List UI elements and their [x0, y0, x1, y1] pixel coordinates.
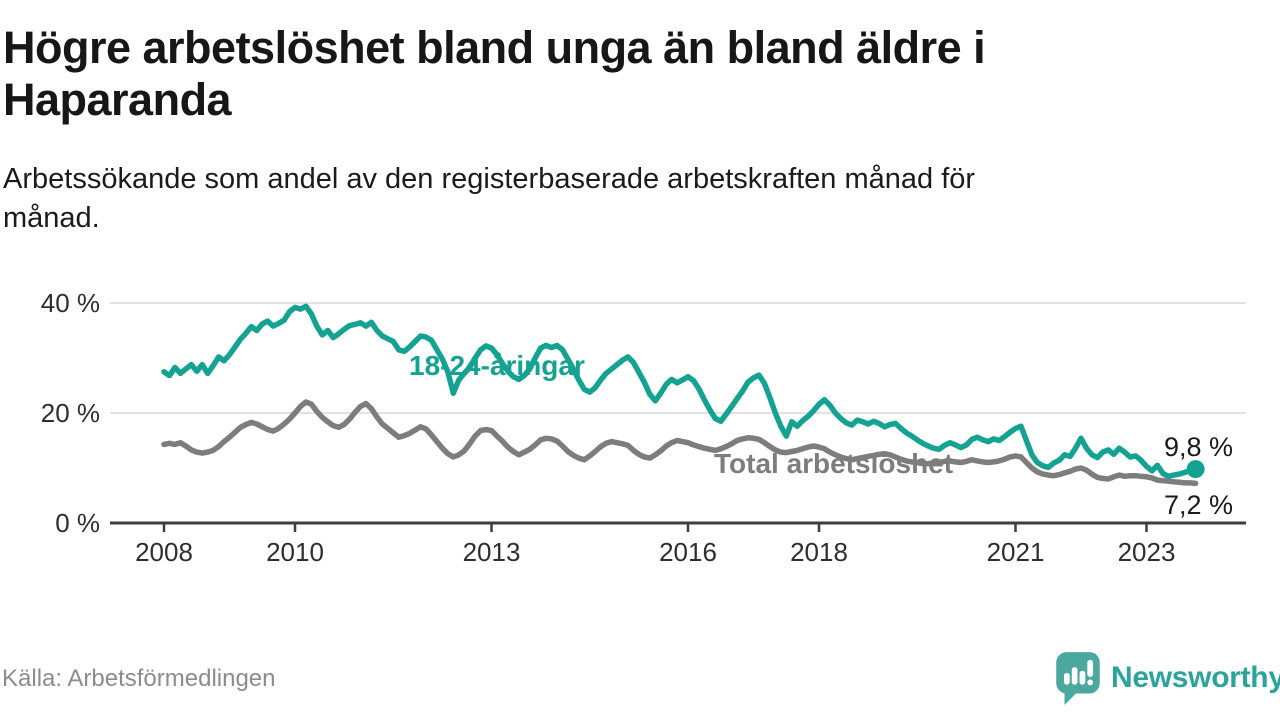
- x-axis-label: 2010: [266, 537, 324, 567]
- logo-bubble-tail: [1064, 689, 1081, 705]
- newsworthy-logo: Newsworthy: [1054, 650, 1280, 706]
- logo-bubble: [1056, 652, 1100, 694]
- end-value-total: 7,2 %: [1163, 490, 1233, 520]
- y-axis-label: 0 %: [55, 508, 100, 538]
- logo-exclamation-bar: [1087, 659, 1094, 677]
- logo-bar-3: [1079, 670, 1086, 685]
- series-end-dot-18-24: [1186, 460, 1205, 479]
- x-axis-label: 2008: [135, 537, 193, 567]
- series-label-total: Total arbetslöshet: [714, 448, 954, 479]
- newsworthy-logo-icon: [1056, 652, 1100, 705]
- x-axis-label: 2023: [1117, 537, 1176, 567]
- series-label-18-24: 18-24-åringar: [409, 350, 585, 381]
- logo-exclamation-dot: [1087, 679, 1094, 686]
- chart-subtitle: Arbetssökande som andel av den registerb…: [3, 163, 976, 234]
- x-axis-label: 2021: [986, 537, 1045, 567]
- series-line-total: [161, 399, 1199, 487]
- x-axis-label: 2018: [790, 537, 848, 567]
- y-axis-label: 40 %: [40, 288, 100, 318]
- x-axis-label: 2013: [462, 537, 521, 567]
- x-axis-label: 2016: [659, 537, 717, 567]
- logo-bar-2: [1071, 667, 1078, 685]
- chart-title: Högre arbetslöshet bland unga än bland ä…: [3, 22, 986, 125]
- series-line-18-24: [161, 303, 1199, 480]
- newsworthy-logo-text: Newsworthy: [1111, 661, 1280, 694]
- source-note: Källa: Arbetsförmedlingen: [2, 665, 276, 692]
- end-value-18-24: 9,8 %: [1163, 432, 1233, 462]
- logo-bar-1: [1064, 672, 1070, 685]
- y-axis-label: 20 %: [40, 398, 100, 428]
